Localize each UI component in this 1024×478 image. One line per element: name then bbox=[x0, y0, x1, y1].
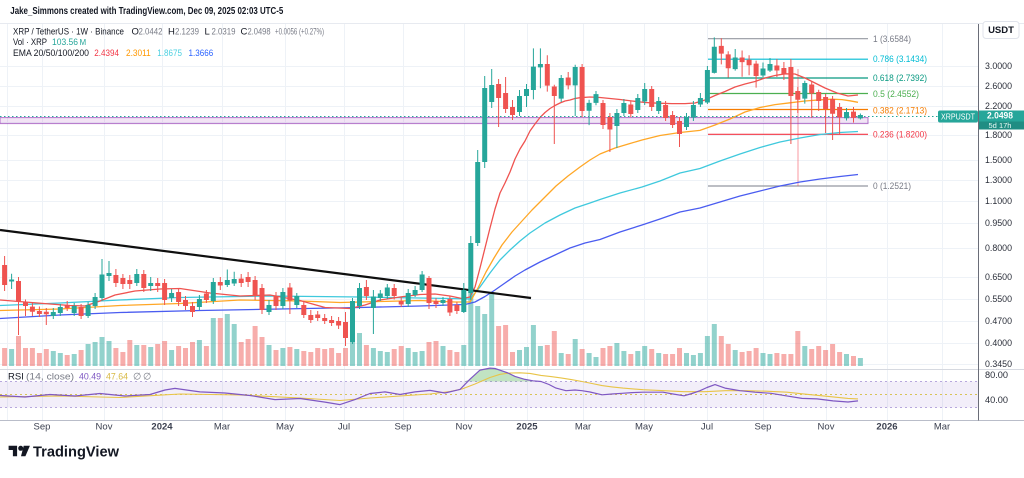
svg-text:EMA 20/50/100/200: EMA 20/50/100/200 bbox=[13, 48, 89, 59]
svg-text:Sep: Sep bbox=[34, 421, 51, 432]
svg-text:0.786 (3.1434): 0.786 (3.1434) bbox=[873, 54, 927, 65]
svg-text:XRP / TetherUS · 1W · Binance: XRP / TetherUS · 1W · Binance bbox=[13, 26, 124, 37]
svg-text:1.3000: 1.3000 bbox=[985, 175, 1012, 185]
svg-text:2.0498: 2.0498 bbox=[987, 111, 1013, 122]
svg-text:Jake_Simmons created with Trad: Jake_Simmons created with TradingView.co… bbox=[10, 6, 283, 17]
svg-text:USDT: USDT bbox=[988, 25, 1014, 36]
svg-text:1.8675: 1.8675 bbox=[157, 48, 182, 59]
svg-text:2.6000: 2.6000 bbox=[985, 81, 1012, 91]
svg-text:2.0442: 2.0442 bbox=[139, 26, 163, 37]
svg-text:1.1000: 1.1000 bbox=[985, 196, 1012, 206]
svg-text:2025: 2025 bbox=[516, 421, 538, 432]
svg-text:Mar: Mar bbox=[934, 421, 950, 432]
svg-text:103.56: 103.56 bbox=[52, 37, 78, 48]
svg-text:RSI: RSI bbox=[8, 372, 24, 383]
svg-text:Jul: Jul bbox=[701, 421, 713, 432]
svg-text:Nov: Nov bbox=[456, 421, 473, 432]
svg-text:+0.0056 (+0.27%): +0.0056 (+0.27%) bbox=[275, 26, 324, 37]
svg-text:0.4000: 0.4000 bbox=[985, 338, 1012, 348]
svg-text:Nov: Nov bbox=[818, 421, 835, 432]
svg-text:2.3011: 2.3011 bbox=[126, 48, 151, 59]
svg-text:47.64: 47.64 bbox=[106, 372, 128, 383]
svg-text:Jul: Jul bbox=[338, 421, 350, 432]
svg-text:Sep: Sep bbox=[755, 421, 772, 432]
svg-text:TradingView: TradingView bbox=[33, 445, 120, 461]
svg-text:0 (1.2521): 0 (1.2521) bbox=[873, 181, 911, 192]
svg-text:1.5000: 1.5000 bbox=[985, 155, 1012, 165]
svg-text:∅: ∅ bbox=[143, 372, 151, 383]
svg-text:O: O bbox=[132, 26, 139, 37]
svg-text:L: L bbox=[205, 26, 210, 37]
svg-text:May: May bbox=[276, 421, 294, 432]
svg-text:2.0319: 2.0319 bbox=[212, 26, 236, 37]
svg-text:1.8000: 1.8000 bbox=[985, 130, 1012, 140]
svg-text:40.49: 40.49 bbox=[79, 372, 101, 383]
svg-text:Vol · XRP: Vol · XRP bbox=[13, 37, 47, 48]
svg-text:0.5 (2.4552): 0.5 (2.4552) bbox=[873, 89, 919, 100]
svg-text:1 (3.6584): 1 (3.6584) bbox=[873, 34, 911, 45]
svg-text:5d 17h: 5d 17h bbox=[989, 121, 1012, 130]
svg-text:H: H bbox=[168, 26, 175, 37]
svg-text:80.00: 80.00 bbox=[985, 370, 1008, 380]
svg-text:(14, close): (14, close) bbox=[26, 372, 74, 383]
svg-text:3.0000: 3.0000 bbox=[985, 61, 1012, 71]
svg-text:0.6500: 0.6500 bbox=[985, 272, 1012, 282]
svg-text:Mar: Mar bbox=[575, 421, 591, 432]
svg-text:M: M bbox=[80, 38, 87, 47]
svg-text:2.1239: 2.1239 bbox=[175, 26, 199, 37]
svg-text:0.5500: 0.5500 bbox=[985, 294, 1012, 304]
svg-text:C: C bbox=[241, 26, 248, 37]
svg-text:2.2000: 2.2000 bbox=[985, 101, 1012, 111]
svg-text:Sep: Sep bbox=[395, 421, 412, 432]
svg-text:0.3450: 0.3450 bbox=[985, 359, 1012, 369]
svg-text:2026: 2026 bbox=[876, 421, 897, 432]
svg-text:Nov: Nov bbox=[96, 421, 113, 432]
svg-text:0.382 (2.1713): 0.382 (2.1713) bbox=[873, 106, 927, 117]
svg-text:Mar: Mar bbox=[214, 421, 230, 432]
svg-text:0.4700: 0.4700 bbox=[985, 316, 1012, 326]
svg-text:0.8000: 0.8000 bbox=[985, 243, 1012, 253]
svg-text:XRPUSDT: XRPUSDT bbox=[941, 112, 975, 121]
svg-text:0.9500: 0.9500 bbox=[985, 218, 1012, 228]
svg-text:0.618 (2.7392): 0.618 (2.7392) bbox=[873, 73, 927, 84]
svg-text:May: May bbox=[635, 421, 653, 432]
svg-text:2024: 2024 bbox=[151, 421, 173, 432]
svg-text:1.3666: 1.3666 bbox=[189, 48, 214, 59]
svg-text:∅: ∅ bbox=[133, 372, 141, 383]
svg-text:2.4394: 2.4394 bbox=[94, 48, 119, 59]
svg-text:40.00: 40.00 bbox=[985, 395, 1008, 405]
svg-text:0.236 (1.8200): 0.236 (1.8200) bbox=[873, 130, 927, 141]
svg-text:2.0498: 2.0498 bbox=[248, 26, 271, 37]
